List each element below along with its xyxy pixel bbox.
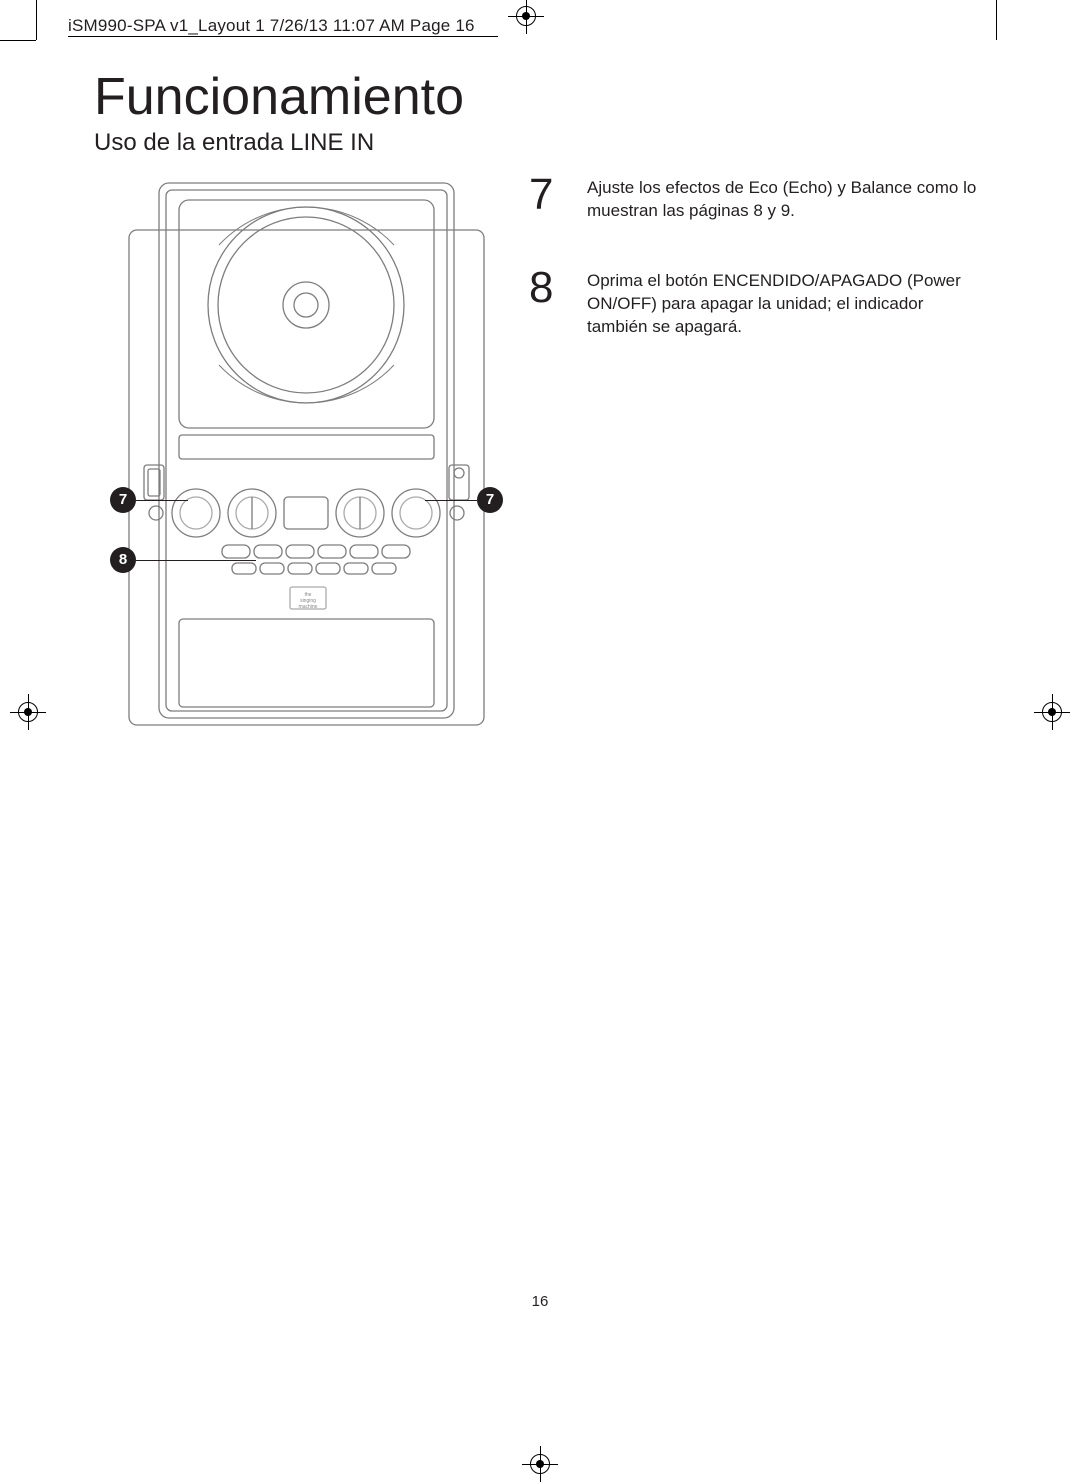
callout-line: [425, 500, 477, 501]
callout-line: [136, 560, 256, 561]
running-header: iSM990-SPA v1_Layout 1 7/26/13 11:07 AM …: [68, 16, 475, 36]
step-number: 8: [529, 268, 565, 339]
page-number: 16: [0, 1293, 1080, 1310]
svg-text:machine: machine: [299, 604, 318, 610]
step-7: 7 Ajuste los efectos de Eco (Echo) y Bal…: [529, 175, 986, 223]
device-illustration: the singing machine 7 7 8: [124, 175, 489, 735]
callout-badge-7-right: 7: [477, 487, 503, 513]
callout-badge-8-left: 8: [110, 547, 136, 573]
step-8: 8 Oprima el botón ENCENDIDO/APAGADO (Pow…: [529, 268, 986, 339]
callout-line: [136, 500, 188, 501]
callout-badge-7-left: 7: [110, 487, 136, 513]
page-subtitle: Uso de la entrada LINE IN: [94, 129, 986, 157]
step-number: 7: [529, 175, 565, 223]
running-header-rule: [68, 36, 498, 37]
step-text: Ajuste los efectos de Eco (Echo) y Balan…: [587, 175, 986, 223]
page-title: Funcionamiento: [94, 70, 986, 125]
step-text: Oprima el botón ENCENDIDO/APAGADO (Power…: [587, 268, 986, 339]
